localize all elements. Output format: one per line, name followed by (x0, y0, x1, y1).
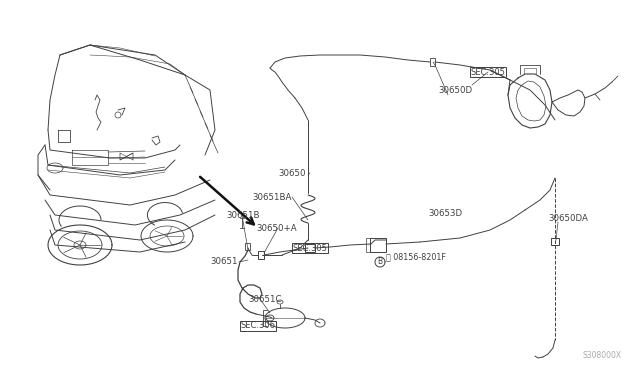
Text: 30650+A: 30650+A (256, 224, 296, 232)
Bar (370, 238, 386, 252)
Text: SEC.306: SEC.306 (241, 321, 275, 330)
Text: S308000X: S308000X (583, 351, 622, 360)
Text: 30650D: 30650D (438, 86, 472, 94)
Text: Ⓑ 08156-8201F: Ⓑ 08156-8201F (386, 253, 446, 262)
Bar (245, 243, 250, 250)
Text: SEC.305: SEC.305 (292, 244, 328, 253)
Bar (551, 238, 559, 245)
Text: 30651: 30651 (210, 257, 237, 266)
Bar (305, 244, 315, 252)
Text: 30651BA: 30651BA (252, 192, 291, 202)
Text: SEC.305: SEC.305 (470, 67, 506, 77)
Text: 30650DA: 30650DA (548, 214, 588, 222)
Bar (430, 58, 435, 66)
Text: B: B (378, 257, 383, 266)
Text: 30650: 30650 (278, 169, 305, 177)
Bar (258, 251, 264, 259)
Text: 30653D: 30653D (428, 208, 462, 218)
Text: 30651C: 30651C (248, 295, 282, 304)
Text: 30651B: 30651B (226, 211, 259, 219)
